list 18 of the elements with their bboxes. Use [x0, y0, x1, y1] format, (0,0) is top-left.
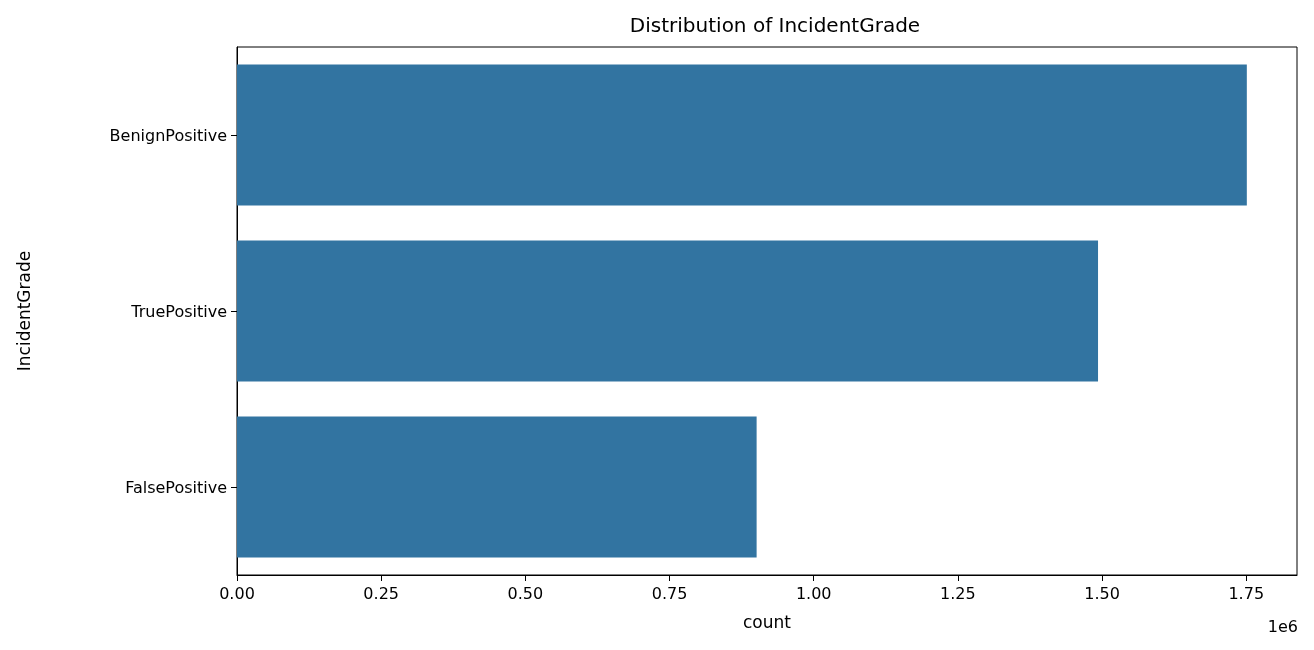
y-tick-label: FalsePositive [125, 477, 227, 497]
bar [237, 64, 1247, 206]
y-axis-title: IncidentGrade [13, 250, 34, 372]
x-tick-label: 1.25 [940, 583, 976, 603]
text: 1e6 [1267, 616, 1298, 636]
y-tick-label: TruePositive [130, 301, 227, 321]
y-tick-label: BenignPositive [109, 125, 227, 145]
x-tick-label: 0.75 [651, 583, 688, 603]
x-tick-label: 0.25 [363, 583, 399, 603]
x-tick-label: 1.00 [795, 583, 832, 603]
x-tick-label: 1.75 [1228, 583, 1265, 603]
x-tick-label: 0.50 [507, 583, 544, 603]
x-tick-label: 1.50 [1084, 583, 1120, 603]
bar [237, 240, 1099, 382]
x-axis-title: count [743, 611, 792, 632]
chart-title: Distribution of IncidentGrade [629, 13, 921, 37]
bar [237, 416, 757, 558]
x-tick-label: 0.00 [219, 583, 255, 603]
